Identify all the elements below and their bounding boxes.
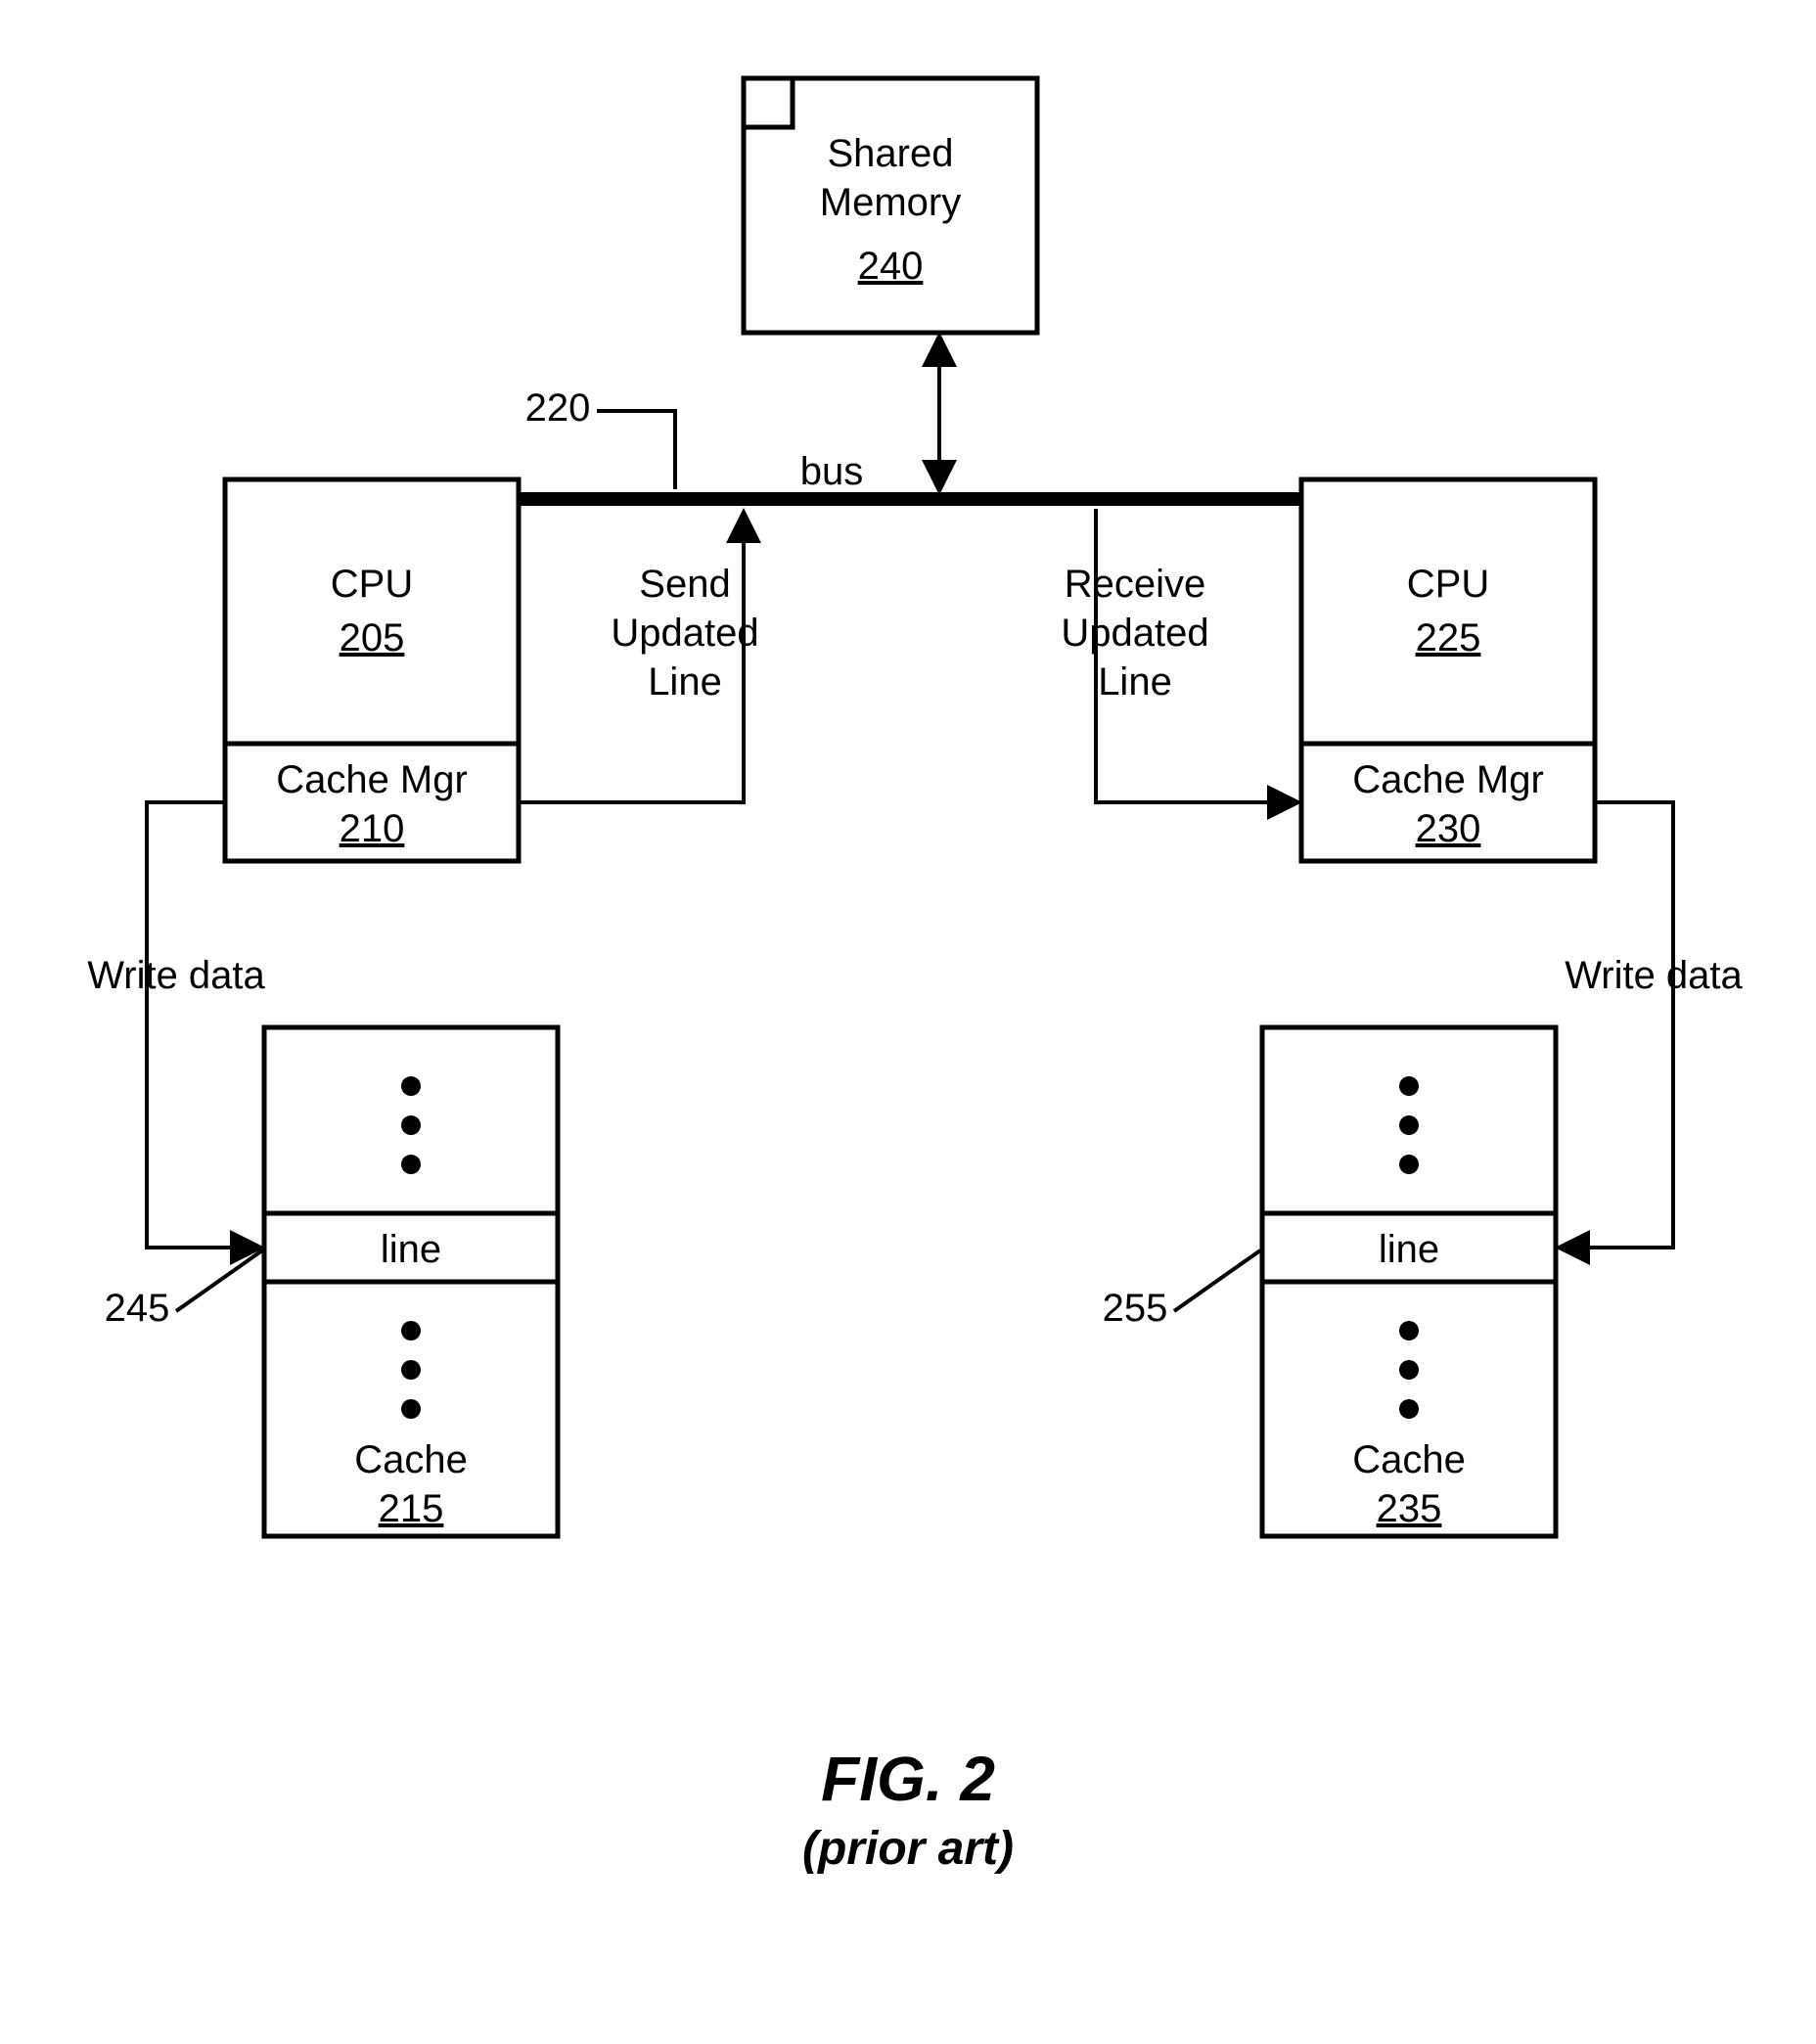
cache-right-group: line Cache 235 [1262, 1027, 1556, 1536]
line-left-ref-label: 245 [105, 1287, 170, 1330]
cpu-left-ref: 205 [340, 616, 405, 659]
dots-icon [1399, 1399, 1419, 1419]
cpu-left-label: CPU [331, 563, 413, 606]
cache-right-ref: 235 [1377, 1487, 1442, 1530]
dots-icon [401, 1155, 421, 1174]
cpu-right-ref: 225 [1416, 616, 1481, 659]
dots-icon [401, 1399, 421, 1419]
cache-right-line-label: line [1379, 1228, 1439, 1271]
bus-ref-leader [597, 411, 675, 489]
send-label-3: Line [648, 660, 722, 704]
cache-left-ref: 215 [379, 1487, 444, 1530]
write-right-label: Write data [1565, 954, 1743, 997]
receive-arrow [1096, 509, 1296, 802]
cache-right-label: Cache [1352, 1438, 1466, 1481]
shared-memory-label-2: Memory [820, 181, 961, 224]
dots-icon [1399, 1321, 1419, 1340]
cpu-right-box [1301, 479, 1595, 744]
shared-memory-node: Shared Memory 240 [744, 78, 1037, 333]
shared-memory-tab [744, 78, 793, 127]
cache-mgr-right-ref: 230 [1416, 807, 1481, 850]
cpu-right-label: CPU [1407, 563, 1489, 606]
cache-left-line-label: line [381, 1228, 441, 1271]
dots-icon [401, 1360, 421, 1380]
cache-left-label: Cache [354, 1438, 468, 1481]
cpu-left-group: CPU 205 Cache Mgr 210 [225, 479, 519, 861]
figure-title: FIG. 2 [821, 1744, 995, 1814]
send-label-2: Updated [611, 612, 758, 655]
write-right-arrow [1561, 802, 1673, 1248]
write-left-arrow [147, 802, 259, 1248]
cpu-left-box [225, 479, 519, 744]
dots-icon [401, 1076, 421, 1096]
dots-icon [1399, 1076, 1419, 1096]
shared-memory-label-1: Shared [828, 132, 954, 175]
cache-mgr-left-ref: 210 [340, 807, 405, 850]
send-label-1: Send [639, 563, 730, 606]
cache-mgr-right-label: Cache Mgr [1352, 758, 1544, 801]
line-right-ref-leader [1174, 1250, 1260, 1311]
line-left-ref-leader [176, 1250, 262, 1311]
line-right-ref-label: 255 [1103, 1287, 1168, 1330]
dots-icon [401, 1321, 421, 1340]
send-arrow [519, 514, 744, 802]
cache-left-group: line Cache 215 [264, 1027, 558, 1536]
receive-label-2: Updated [1061, 612, 1208, 655]
receive-label-3: Line [1098, 660, 1172, 704]
cache-mgr-left-label: Cache Mgr [276, 758, 468, 801]
shared-memory-ref: 240 [858, 245, 924, 288]
figure-subtitle: (prior art) [802, 1823, 1014, 1875]
dots-icon [1399, 1155, 1419, 1174]
dots-icon [1399, 1360, 1419, 1380]
dots-icon [1399, 1115, 1419, 1135]
receive-label-1: Receive [1065, 563, 1206, 606]
cpu-right-group: CPU 225 Cache Mgr 230 [1301, 479, 1595, 861]
dots-icon [401, 1115, 421, 1135]
bus-ref-label: 220 [525, 386, 591, 430]
write-left-label: Write data [87, 954, 265, 997]
bus-label: bus [800, 450, 864, 493]
